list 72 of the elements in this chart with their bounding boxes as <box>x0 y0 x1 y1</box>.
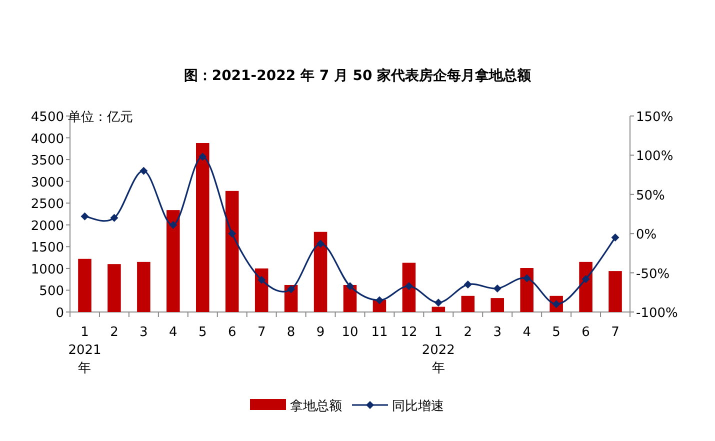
x-tick-label: 12 <box>400 325 418 340</box>
x-tick-label: 4 <box>169 325 178 340</box>
point <box>493 284 502 292</box>
x-tick-label: 9 <box>316 325 325 340</box>
legend-label: 同比增速 <box>392 399 444 414</box>
y-tick-label: 2000 <box>30 218 64 234</box>
x-tick-label: 5 <box>552 325 560 340</box>
legend-label: 拿地总额 <box>290 399 342 414</box>
bar <box>579 262 592 312</box>
point <box>228 230 236 238</box>
x-tick-label: 6 <box>228 325 236 340</box>
y-tick-label: 3500 <box>30 154 64 169</box>
bar <box>78 258 92 312</box>
y-axis-title: 单位：亿元 <box>68 110 133 125</box>
y2-tick-label: 0% <box>636 228 657 243</box>
point <box>404 282 413 290</box>
x-tick-label: 2 <box>464 325 472 340</box>
point <box>169 220 178 229</box>
y-tick-label: 2500 <box>30 197 64 212</box>
point <box>140 166 148 175</box>
y-tick-label: 1500 <box>30 240 64 256</box>
point <box>287 285 296 294</box>
point <box>80 212 89 220</box>
point <box>110 214 118 222</box>
y-tick-label: 0 <box>56 306 64 321</box>
bar <box>314 232 328 312</box>
y-tick-label: 4500 <box>30 110 64 125</box>
bar <box>608 271 622 312</box>
bar <box>196 143 210 312</box>
x-tick-label: 7 <box>611 325 620 340</box>
point <box>198 152 207 161</box>
x-tick-label: 4 <box>522 325 531 340</box>
bar <box>461 296 475 312</box>
bar <box>137 262 150 312</box>
point <box>258 276 266 284</box>
y2-tick-label: 50% <box>636 188 665 204</box>
y-tick-label: 3000 <box>30 175 64 190</box>
point <box>611 234 620 242</box>
x-tick-label: 11 <box>371 325 388 340</box>
y-tick-label: 4000 <box>30 132 64 147</box>
bar <box>254 268 268 312</box>
bar <box>490 298 504 312</box>
x-tick-label: 7 <box>257 325 266 340</box>
y-tick-label: 1000 <box>30 262 64 278</box>
x-tick-label: 2 <box>110 325 118 340</box>
chart-title: 图：2021-2022 年 7 月 50 家代表房企每月拿地总额 <box>184 67 532 84</box>
bar <box>432 306 446 312</box>
y2-tick-label: -50% <box>636 266 670 282</box>
point <box>375 296 384 304</box>
point <box>582 275 590 284</box>
y2-tick-label: 100% <box>636 149 674 164</box>
y2-tick-label: -100% <box>636 306 678 321</box>
y2-tick-label: 150% <box>636 110 674 125</box>
bar <box>166 210 180 312</box>
point <box>346 282 354 290</box>
point <box>464 280 472 289</box>
bar <box>402 262 416 312</box>
bar <box>520 268 534 312</box>
x-tick-label: 10 <box>342 325 358 340</box>
bar <box>225 190 239 312</box>
x-tick-label: 8 <box>286 325 296 340</box>
x-tick-label: 3 <box>140 325 148 340</box>
point <box>316 240 325 248</box>
y-tick-label: 500 <box>39 284 64 300</box>
point <box>434 298 442 307</box>
x-tick-label: 1 2021 年 <box>68 325 102 376</box>
x-tick-label: 3 <box>493 325 502 340</box>
bar <box>108 264 121 312</box>
x-tick-label: 1 2022 年 <box>422 325 455 376</box>
x-tick-label: 5 <box>198 325 207 340</box>
x-tick-label: 6 <box>582 325 590 340</box>
point <box>522 274 531 282</box>
